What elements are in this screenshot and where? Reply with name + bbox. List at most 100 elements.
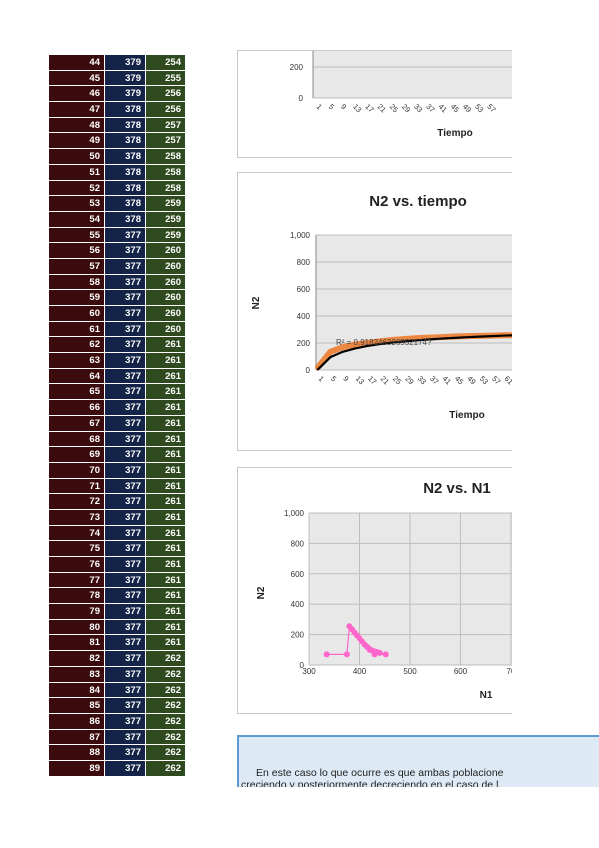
table-cell: 256 (146, 102, 186, 118)
table-row: 73 377 261 (49, 509, 186, 526)
x-tick-label: 29 (403, 374, 415, 386)
table-cell: 65 (49, 384, 105, 401)
table-row: 46 379 256 (49, 86, 186, 103)
table-cell: 257 (146, 117, 186, 134)
y-tick-label: 600 (291, 570, 305, 579)
table-row: 44 379 254 (49, 55, 186, 71)
table-row: 71 377 261 (49, 478, 186, 495)
table-cell: 52 (49, 180, 105, 197)
table-cell: 377 (105, 666, 146, 683)
table-row: 88 377 262 (49, 745, 186, 761)
table-cell: 378 (105, 180, 146, 197)
table-row: 87 377 262 (49, 729, 186, 746)
table-cell: 50 (49, 149, 105, 165)
x-tick-label: 21 (379, 374, 391, 386)
table-cell: 262 (146, 729, 186, 746)
y-tick-label: 400 (291, 600, 305, 609)
table-cell: 377 (105, 258, 146, 275)
x-tick-label: 45 (453, 374, 465, 386)
table-cell: 261 (146, 462, 186, 479)
x-tick-label: 13 (354, 374, 366, 386)
table-cell: 379 (105, 70, 146, 87)
table-row: 58 377 260 (49, 274, 186, 291)
x-axis-title: Tiempo (437, 128, 472, 139)
x-tick-label: 45 (449, 102, 461, 114)
x-tick-label: 70 (507, 667, 512, 676)
x-tick-label: 49 (461, 102, 473, 114)
table-cell: 377 (105, 682, 146, 699)
table-cell: 377 (105, 400, 146, 416)
series-line-1 (316, 334, 512, 371)
table-cell: 377 (105, 384, 146, 401)
table-cell: 67 (49, 415, 105, 432)
table-cell: 262 (146, 713, 186, 730)
table-cell: 256 (146, 86, 186, 103)
table-cell: 258 (146, 180, 186, 197)
table-row: 65 377 261 (49, 384, 186, 401)
table-cell: 261 (146, 604, 186, 620)
table-cell: 261 (146, 337, 186, 354)
table-cell: 378 (105, 196, 146, 212)
y-tick-label: 1,000 (290, 231, 311, 240)
table-cell: 59 (49, 290, 105, 306)
table-row: 51 378 258 (49, 164, 186, 181)
x-axis-title: N1 (480, 690, 493, 701)
table-row: 49 378 257 (49, 133, 186, 150)
table-cell: 261 (146, 541, 186, 557)
table-cell: 378 (105, 164, 146, 181)
table-row: 56 377 260 (49, 243, 186, 259)
x-tick-label: 1 (317, 374, 326, 383)
table-cell: 377 (105, 760, 146, 777)
table-cell: 261 (146, 447, 186, 463)
table-cell: 261 (146, 525, 186, 542)
table-row: 67 377 261 (49, 415, 186, 432)
y-tick-label: 600 (297, 285, 311, 294)
y-tick-label: 200 (297, 339, 311, 348)
table-cell: 86 (49, 713, 105, 730)
table-cell: 260 (146, 274, 186, 291)
y-axis-title: N2 (256, 586, 267, 599)
table-cell: 261 (146, 619, 186, 636)
table-cell: 72 (49, 494, 105, 510)
table-cell: 377 (105, 525, 146, 542)
table-row: 50 378 258 (49, 149, 186, 165)
table-cell: 379 (105, 86, 146, 103)
table-cell: 378 (105, 102, 146, 118)
x-tick-label: 49 (465, 374, 477, 386)
x-tick-label: 5 (329, 374, 338, 383)
x-tick-label: 29 (400, 102, 412, 114)
table-row: 75 377 261 (49, 541, 186, 557)
table-row: 53 378 259 (49, 196, 186, 212)
table-cell: 54 (49, 211, 105, 228)
text-line-1: En este caso lo que ocurre es que ambas … (256, 767, 504, 779)
x-tick-label: 13 (351, 102, 363, 114)
table-cell: 377 (105, 227, 146, 244)
chart-2-svg: N2 vs. tiempo 1,000 800 600 400 200 01 5 9 13 17 21… (251, 193, 512, 421)
trendline-label: R² = 0.918246326552174? (336, 338, 432, 347)
text-box: En este caso lo que ocurre es que ambas … (237, 735, 599, 787)
table-cell: 79 (49, 604, 105, 620)
table-cell: 377 (105, 494, 146, 510)
y-tick-label: 0 (300, 661, 305, 670)
table-cell: 84 (49, 682, 105, 699)
table-row: 69 377 261 (49, 447, 186, 463)
table-cell: 75 (49, 541, 105, 557)
table-cell: 377 (105, 321, 146, 338)
table-cell: 261 (146, 557, 186, 573)
table-row: 62 377 261 (49, 337, 186, 354)
table-row: 78 377 261 (49, 588, 186, 605)
table-cell: 259 (146, 196, 186, 212)
table-cell: 261 (146, 400, 186, 416)
x-tick-label: 17 (366, 374, 378, 386)
table-cell: 377 (105, 509, 146, 526)
x-tick-label: 25 (391, 374, 403, 386)
table-cell: 262 (146, 666, 186, 683)
table-cell: 262 (146, 760, 186, 777)
table-cell: 261 (146, 384, 186, 401)
data-point (371, 651, 378, 658)
table-cell: 377 (105, 698, 146, 714)
table-cell: 89 (49, 760, 105, 777)
data-point (366, 646, 373, 653)
table-cell: 47 (49, 102, 105, 118)
table-cell: 260 (146, 306, 186, 322)
